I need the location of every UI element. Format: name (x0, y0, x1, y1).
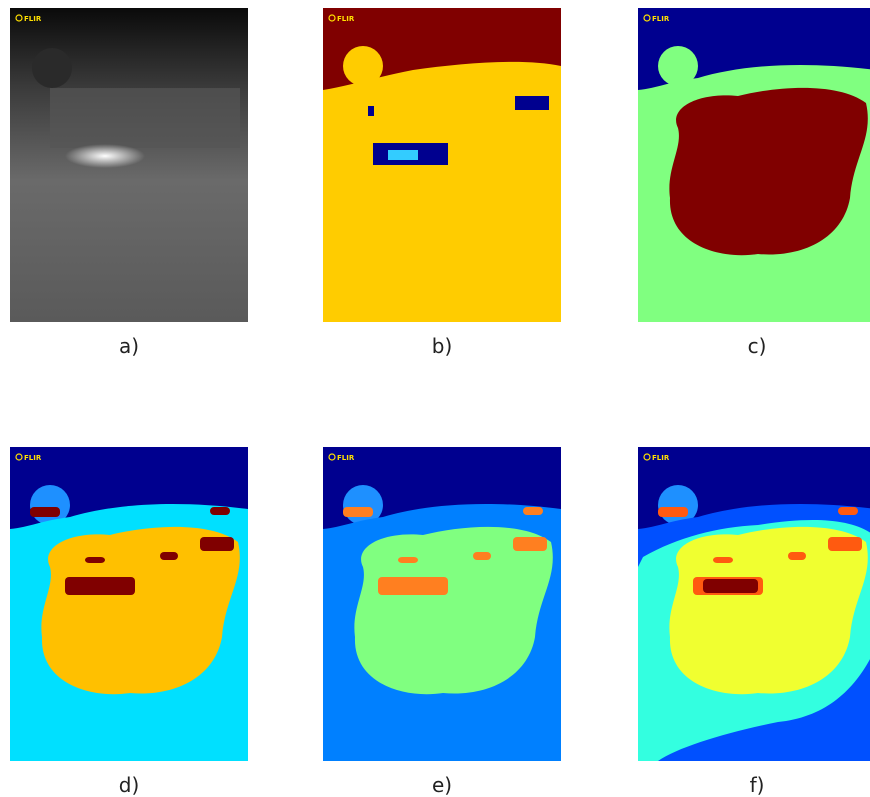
spot (473, 552, 491, 560)
spot (838, 507, 858, 515)
panel-label: f) (750, 773, 765, 797)
logo: FLIR (337, 15, 355, 23)
spot (703, 579, 758, 593)
spot (515, 96, 549, 110)
panel: FLIR (638, 8, 870, 322)
panel: FLIR (323, 8, 561, 322)
spot (713, 557, 733, 563)
panel-label: e) (432, 773, 452, 797)
spot (828, 537, 862, 551)
spot (200, 537, 234, 551)
spot (343, 507, 373, 517)
spot (85, 557, 105, 563)
spot (658, 507, 688, 517)
spot (388, 150, 418, 160)
spot (210, 507, 230, 515)
figure: FLIR a) FLIR b) FLIR c) FLIR d) FLIR e) FLIR f) (0, 0, 870, 797)
spot (788, 552, 806, 560)
panel: FLIR (10, 8, 248, 322)
head (32, 48, 72, 88)
spot (523, 507, 543, 515)
bright-spot (65, 144, 145, 168)
logo: FLIR (24, 454, 42, 462)
panel: FLIR (323, 447, 561, 761)
spot (30, 507, 60, 517)
panel-label: c) (748, 334, 767, 358)
logo: FLIR (337, 454, 355, 462)
panel: FLIR (10, 447, 248, 761)
panel-label: d) (119, 773, 140, 797)
panel-label: a) (119, 334, 139, 358)
panel-label: b) (432, 334, 453, 358)
logo: FLIR (24, 15, 42, 23)
spot (513, 537, 547, 551)
spot (398, 557, 418, 563)
vehicle (50, 88, 240, 148)
spot (65, 577, 135, 595)
logo: FLIR (652, 454, 670, 462)
panel: FLIR (638, 447, 870, 761)
logo: FLIR (652, 15, 670, 23)
spot (368, 106, 374, 116)
spot (160, 552, 178, 560)
spot (378, 577, 448, 595)
